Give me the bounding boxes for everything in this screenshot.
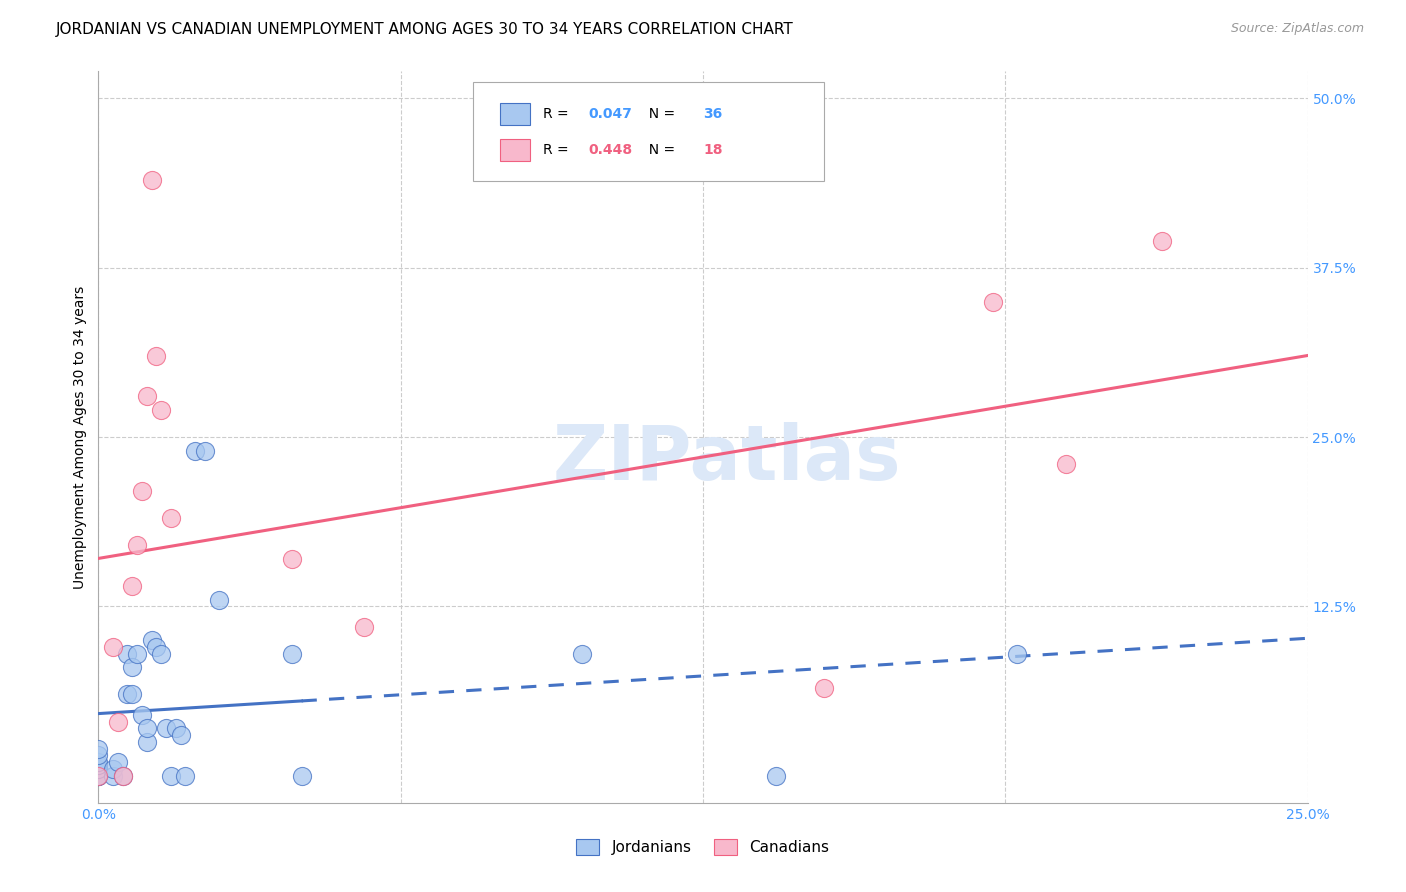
Text: R =: R =: [543, 144, 574, 157]
Point: [813, 681, 835, 695]
Point: [160, 511, 183, 525]
Point: [174, 769, 197, 783]
Point: [111, 769, 134, 783]
Legend: Jordanians, Canadians: Jordanians, Canadians: [571, 833, 835, 861]
Text: 0.047: 0.047: [588, 107, 633, 120]
Text: JORDANIAN VS CANADIAN UNEMPLOYMENT AMONG AGES 30 TO 34 YEARS CORRELATION CHART: JORDANIAN VS CANADIAN UNEMPLOYMENT AMONG…: [56, 22, 794, 37]
FancyBboxPatch shape: [501, 139, 530, 161]
Text: ZIPatlas: ZIPatlas: [553, 422, 901, 496]
Point: [121, 660, 143, 674]
Point: [145, 640, 167, 654]
Point: [169, 728, 191, 742]
Point: [121, 579, 143, 593]
Point: [101, 640, 124, 654]
Point: [87, 748, 110, 763]
Point: [131, 707, 153, 722]
Point: [101, 769, 124, 783]
Point: [150, 403, 173, 417]
Point: [145, 349, 167, 363]
Point: [1054, 457, 1077, 471]
Point: [121, 688, 143, 702]
Point: [117, 688, 139, 702]
FancyBboxPatch shape: [474, 82, 824, 181]
Point: [194, 443, 217, 458]
Y-axis label: Unemployment Among Ages 30 to 34 years: Unemployment Among Ages 30 to 34 years: [73, 285, 87, 589]
Point: [87, 741, 110, 756]
Point: [87, 755, 110, 769]
Point: [135, 735, 157, 749]
Point: [1007, 647, 1029, 661]
Point: [111, 769, 134, 783]
Point: [1152, 234, 1174, 248]
Point: [87, 769, 110, 783]
Point: [127, 538, 149, 552]
Point: [107, 755, 129, 769]
Point: [353, 620, 375, 634]
Point: [160, 769, 183, 783]
Text: 0.448: 0.448: [588, 144, 633, 157]
Point: [101, 762, 124, 776]
Point: [87, 757, 110, 772]
Text: N =: N =: [640, 144, 679, 157]
Point: [117, 647, 139, 661]
Text: R =: R =: [543, 107, 574, 120]
Point: [281, 647, 304, 661]
Point: [981, 294, 1004, 309]
Text: Source: ZipAtlas.com: Source: ZipAtlas.com: [1230, 22, 1364, 36]
FancyBboxPatch shape: [501, 103, 530, 125]
Point: [165, 721, 187, 735]
Text: N =: N =: [640, 107, 679, 120]
Point: [155, 721, 177, 735]
Point: [141, 172, 163, 186]
Point: [184, 443, 207, 458]
Point: [208, 592, 231, 607]
Point: [765, 769, 787, 783]
Point: [135, 721, 157, 735]
Point: [107, 714, 129, 729]
Point: [127, 647, 149, 661]
Text: 18: 18: [703, 144, 723, 157]
Point: [141, 633, 163, 648]
Point: [87, 769, 110, 783]
Point: [571, 647, 593, 661]
Point: [135, 389, 157, 403]
Point: [281, 552, 304, 566]
Point: [150, 647, 173, 661]
Point: [290, 769, 312, 783]
Text: 36: 36: [703, 107, 723, 120]
Point: [87, 769, 110, 783]
Point: [87, 762, 110, 776]
Point: [87, 769, 110, 783]
Point: [131, 484, 153, 499]
